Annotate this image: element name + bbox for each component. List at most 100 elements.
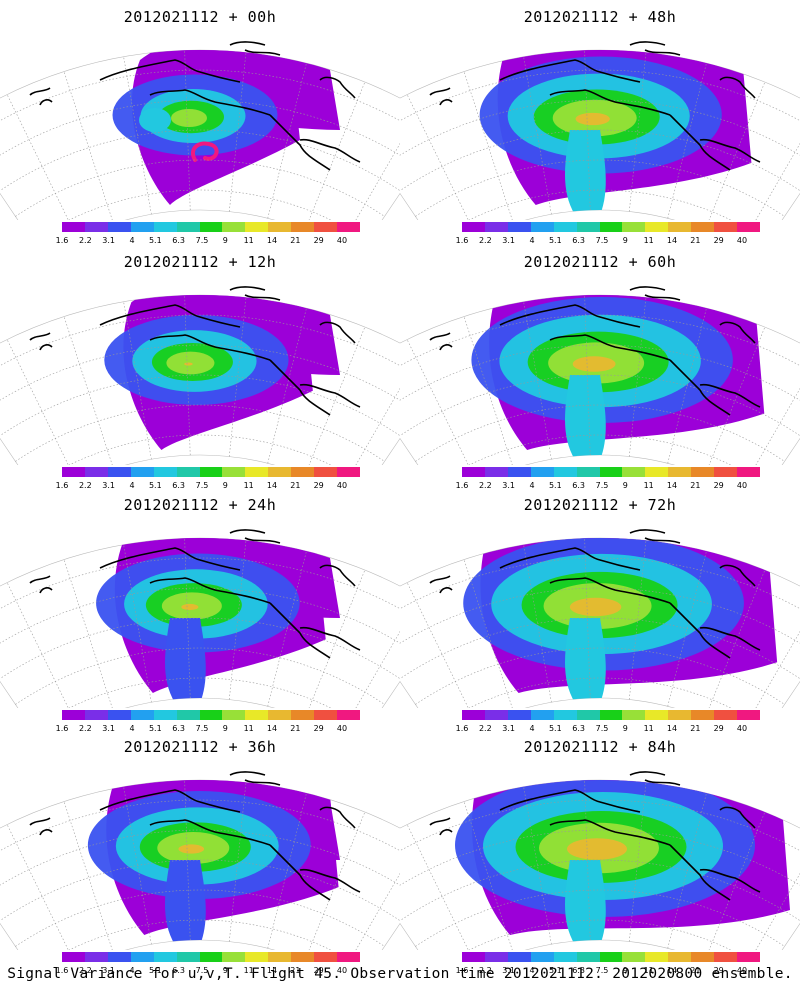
variance-plume-south bbox=[565, 130, 606, 215]
latitude-line bbox=[68, 434, 332, 465]
colorbar-swatch bbox=[107, 952, 131, 962]
colorbar-swatch bbox=[737, 952, 760, 962]
colorbar-swatch bbox=[553, 467, 577, 477]
meridian-line bbox=[463, 316, 513, 465]
meridian-line bbox=[63, 71, 113, 220]
colorbar-swatch bbox=[668, 467, 692, 477]
colorbar-swatch bbox=[84, 467, 108, 477]
colorbar-tick-label: 14 bbox=[266, 724, 278, 733]
colorbar-swatch bbox=[691, 222, 715, 232]
colorbar-swatch bbox=[62, 952, 85, 962]
colorbar-swatch bbox=[176, 222, 200, 232]
colorbar-tick-label: 3.1 bbox=[102, 966, 116, 975]
latitude-line bbox=[0, 344, 400, 401]
colorbar-swatch bbox=[314, 952, 338, 962]
colorbar-tick-label: 40 bbox=[336, 236, 348, 245]
forecast-map bbox=[400, 286, 800, 465]
coastline bbox=[669, 844, 731, 901]
colorbar-tick-label: 21 bbox=[290, 236, 301, 245]
meridian-line bbox=[667, 62, 707, 219]
colorbar-swatch bbox=[62, 467, 85, 477]
coastline bbox=[719, 76, 756, 99]
latitude-line bbox=[468, 919, 732, 950]
meridian-line bbox=[267, 62, 307, 219]
latitude-line bbox=[400, 829, 800, 886]
coastlines bbox=[29, 529, 361, 659]
meridian-line bbox=[523, 544, 552, 703]
variance-contour-5 bbox=[181, 603, 199, 611]
colorbar-tick-label: 9 bbox=[222, 966, 228, 975]
colorbar-swatch bbox=[153, 222, 177, 232]
meridian-line bbox=[228, 297, 247, 457]
colorbar-swatch bbox=[645, 952, 669, 962]
latitude-line bbox=[0, 69, 400, 122]
panel-title: 2012021112 + 72h bbox=[523, 496, 677, 514]
meridian-line bbox=[523, 56, 552, 215]
colorbar-swatch bbox=[622, 222, 646, 232]
meridian-line bbox=[123, 56, 152, 215]
latitude-line bbox=[0, 587, 400, 644]
coastline bbox=[499, 547, 641, 571]
coastline bbox=[319, 321, 356, 344]
colorbar-tick-label: 4 bbox=[529, 236, 535, 245]
colorbar-swatch bbox=[714, 222, 738, 232]
meridian-line bbox=[184, 780, 191, 941]
meridian-line bbox=[184, 50, 191, 211]
colorbar bbox=[462, 222, 760, 232]
colorbar-swatch bbox=[107, 467, 131, 477]
colorbar-swatch bbox=[576, 467, 600, 477]
coastlines bbox=[429, 41, 761, 171]
colorbar-tick-label: 11 bbox=[243, 724, 254, 733]
coastline bbox=[669, 114, 731, 171]
forecast-map bbox=[0, 41, 400, 220]
coastline bbox=[669, 359, 731, 416]
colorbar-tick-label: 29 bbox=[313, 236, 324, 245]
latitude-line bbox=[15, 404, 385, 462]
colorbar-tick-label: 3.1 bbox=[502, 966, 516, 975]
coastline bbox=[549, 577, 671, 604]
colorbar-swatch bbox=[668, 222, 692, 232]
colorbar-swatch bbox=[645, 222, 669, 232]
meridian-line bbox=[584, 50, 591, 211]
meridian-line bbox=[406, 94, 469, 220]
latitude-line bbox=[400, 617, 800, 680]
colorbar-swatch bbox=[462, 952, 485, 962]
forecast-panel: 2012021112 + 00h 1.6 2.2 3.1 4 5.1 6.3 7.5 9 11 14… bbox=[0, 0, 400, 245]
colorbar-tick-label: 7.5 bbox=[195, 481, 209, 490]
colorbar-tick-label: 2.2 bbox=[478, 724, 492, 733]
colorbar-tick-label: 9 bbox=[222, 724, 228, 733]
colorbar-tick-label: 9 bbox=[622, 236, 628, 245]
colorbar-tick-label: 14 bbox=[666, 724, 678, 733]
variance-plume-south bbox=[165, 618, 206, 703]
colorbar-ticks: 1.6 2.2 3.1 4 5.1 6.3 7.5 9 11 14 21 29 40 bbox=[56, 481, 356, 491]
meridian-line bbox=[6, 824, 69, 950]
meridian-line bbox=[584, 295, 591, 456]
meridian-line bbox=[228, 540, 247, 700]
colorbar bbox=[62, 952, 360, 962]
colorbar-tick-label: 5.1 bbox=[548, 236, 562, 245]
colorbar-tick-label: 40 bbox=[736, 966, 748, 975]
meridian-line bbox=[308, 569, 366, 708]
latitude-line bbox=[15, 159, 385, 217]
colorbar-tick-label: 1.6 bbox=[455, 966, 469, 975]
colorbar-swatch bbox=[199, 952, 223, 962]
forecast-panel: 2012021112 + 24h 1.6 2.2 3.1 4 5.1 6.3 7.5 9 11 14… bbox=[0, 488, 400, 733]
colorbar-tick-label: 7.5 bbox=[595, 481, 609, 490]
colorbar-swatch bbox=[576, 952, 600, 962]
variance-spot bbox=[139, 108, 171, 132]
meridian-line bbox=[667, 550, 707, 707]
latitude-line bbox=[415, 159, 785, 217]
latitude-line bbox=[415, 647, 785, 705]
coastline bbox=[29, 575, 53, 594]
colorbar-swatch bbox=[199, 710, 223, 720]
colorbar bbox=[62, 222, 360, 232]
variance-plume-south bbox=[565, 860, 606, 945]
latitude-line bbox=[415, 889, 785, 947]
colorbar-tick-label: 14 bbox=[266, 966, 278, 975]
meridian-line bbox=[123, 786, 152, 945]
colorbar-swatch bbox=[622, 952, 646, 962]
colorbar-tick-label: 3.1 bbox=[102, 481, 116, 490]
colorbar-swatch bbox=[484, 467, 508, 477]
colorbar-tick-label: 11 bbox=[643, 481, 654, 490]
colorbar-tick-label: 40 bbox=[736, 481, 748, 490]
